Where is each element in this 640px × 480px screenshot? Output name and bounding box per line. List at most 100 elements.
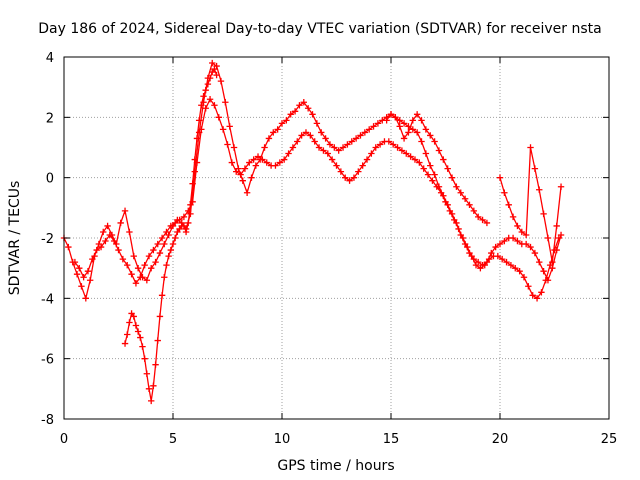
data-point-plus [276, 159, 284, 166]
data-point-plus [407, 153, 414, 160]
x-axis-label: GPS time / hours [277, 458, 394, 474]
data-point-plus [139, 343, 146, 350]
data-point-plus [148, 264, 155, 272]
y-tick-label: -8 [41, 413, 54, 428]
data-point-plus [65, 243, 72, 251]
data-point-plus [161, 274, 168, 281]
data-point-plus [287, 111, 294, 118]
data-point-plus [422, 126, 430, 133]
data-point-plus [296, 102, 303, 109]
data-point-plus [243, 189, 251, 196]
data-point-plus [185, 207, 192, 215]
data-point-plus [418, 117, 425, 124]
data-point-plus [466, 201, 473, 209]
data-point-plus [516, 267, 523, 275]
data-point-plus [152, 258, 159, 266]
data-point-plus [331, 144, 338, 151]
data-point-plus [93, 246, 100, 254]
data-point-plus [527, 243, 534, 251]
data-point-plus [117, 219, 124, 227]
data-point-plus [498, 255, 506, 263]
data-point-plus [409, 126, 416, 133]
data-point-plus [134, 264, 142, 272]
data-point-plus [494, 252, 502, 260]
data-point-plus [76, 264, 83, 272]
data-point-plus [512, 264, 519, 272]
data-point-plus [280, 156, 288, 163]
data-point-plus [71, 258, 79, 266]
y-tick-label: 2 [46, 111, 54, 126]
data-point-plus [82, 295, 89, 302]
data-point-plus [435, 147, 443, 154]
data-point-plus [158, 292, 166, 299]
data-point-plus [475, 213, 482, 221]
data-point-plus [411, 156, 419, 163]
data-point-plus [198, 126, 205, 133]
data-point-plus [427, 132, 434, 139]
data-point-plus [459, 234, 467, 242]
data-point-plus [137, 334, 144, 341]
data-point-plus [206, 96, 214, 103]
data-point-plus [187, 201, 194, 209]
data-layer [60, 59, 565, 405]
data-point-plus [124, 261, 131, 269]
series-track-1 [60, 59, 565, 302]
data-point-plus [102, 237, 109, 245]
data-point-plus [342, 174, 349, 181]
series-track-5 [496, 144, 565, 266]
data-point-plus [171, 219, 179, 227]
data-point-plus [304, 105, 312, 112]
data-point-plus [326, 141, 334, 148]
data-point-plus [302, 129, 310, 136]
data-point-plus [531, 249, 539, 257]
data-point-plus [370, 123, 377, 130]
data-point-plus [544, 234, 552, 242]
data-point-plus [156, 313, 164, 320]
data-point-plus [398, 147, 406, 154]
data-point-plus [536, 186, 543, 193]
data-point-plus [496, 240, 504, 248]
data-point-plus [80, 274, 87, 281]
data-point-plus [318, 129, 325, 136]
data-point-plus [209, 59, 216, 67]
data-point-plus [248, 174, 255, 181]
data-point-plus [270, 129, 277, 136]
data-point-plus [213, 71, 220, 79]
data-point-plus [191, 168, 198, 175]
data-point-plus [324, 150, 331, 157]
data-point-plus [239, 177, 246, 184]
data-point-plus [261, 144, 268, 151]
data-point-plus [132, 280, 140, 287]
series-track-3 [121, 65, 220, 405]
data-point-plus [376, 141, 384, 148]
data-point-plus [481, 261, 488, 269]
data-point-plus [185, 219, 192, 227]
data-point-plus [226, 123, 233, 130]
data-point-plus [420, 165, 427, 172]
x-tick-label: 25 [601, 432, 618, 447]
data-point-plus [337, 168, 345, 175]
data-point-plus [128, 271, 135, 278]
data-point-plus [540, 210, 547, 218]
data-point-plus [433, 183, 440, 190]
data-point-plus [233, 168, 240, 175]
data-point-plus [392, 114, 399, 121]
data-point-plus [479, 216, 486, 224]
data-point-plus [405, 129, 412, 136]
data-point-plus [328, 156, 336, 163]
data-point-plus [396, 123, 403, 130]
data-point-plus [429, 177, 436, 184]
grid-layer [64, 57, 609, 419]
data-point-plus [313, 120, 321, 127]
x-tick-label: 10 [274, 432, 291, 447]
data-point-plus [283, 117, 290, 124]
data-point-plus [182, 228, 190, 236]
series-track-2 [71, 96, 563, 302]
data-point-plus [165, 252, 172, 260]
data-point-plus [553, 222, 560, 230]
chart-title: Day 186 of 2024, Sidereal Day-to-day VTE… [38, 21, 601, 37]
data-point-plus [503, 258, 510, 266]
data-point-plus [163, 228, 170, 236]
data-point-plus [250, 156, 257, 163]
data-point-plus [507, 261, 515, 269]
